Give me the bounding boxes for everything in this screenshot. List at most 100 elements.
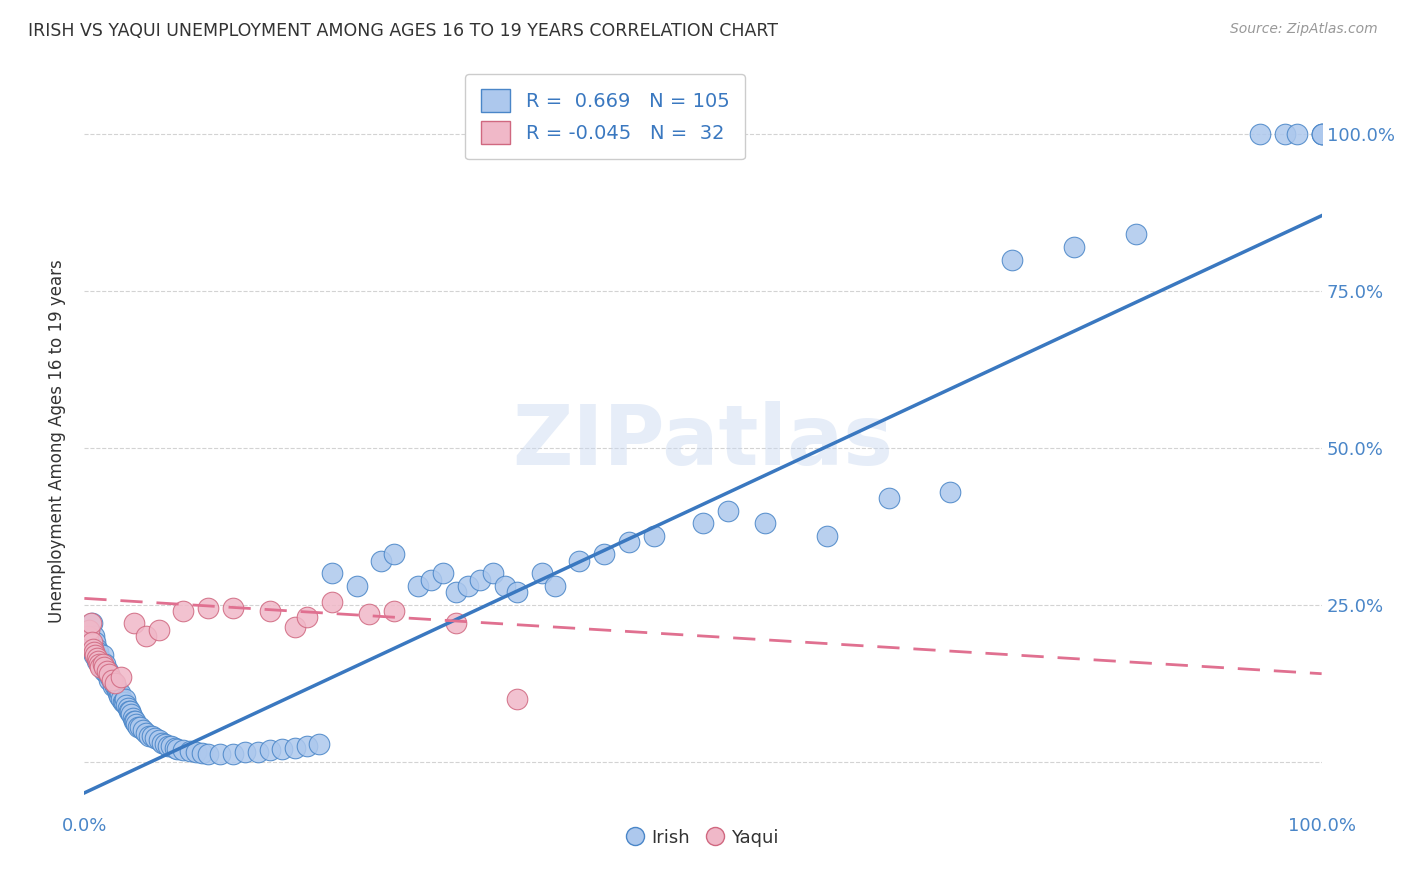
Text: Source: ZipAtlas.com: Source: ZipAtlas.com <box>1230 22 1378 37</box>
Point <box>127 720 149 734</box>
Legend: Irish, Yaqui: Irish, Yaqui <box>620 821 786 855</box>
Point <box>98 670 121 684</box>
Text: ZIPatlas: ZIPatlas <box>513 401 893 482</box>
Point <box>118 704 141 718</box>
Point <box>754 516 776 530</box>
Point <box>717 503 740 517</box>
Point <box>271 742 294 756</box>
Point <box>77 629 100 643</box>
Point <box>457 579 479 593</box>
Point <box>83 648 105 662</box>
Point <box>1274 127 1296 141</box>
Point <box>89 657 111 672</box>
Point <box>129 720 152 734</box>
Point <box>125 717 148 731</box>
Point <box>543 579 565 593</box>
Point <box>89 657 111 672</box>
Point <box>1310 127 1333 141</box>
Point <box>444 585 467 599</box>
Point <box>568 554 591 568</box>
Point <box>135 629 157 643</box>
Point <box>110 670 132 684</box>
Point <box>444 616 467 631</box>
Point <box>382 548 405 562</box>
Point <box>197 600 219 615</box>
Point <box>91 657 114 672</box>
Y-axis label: Unemployment Among Ages 16 to 19 years: Unemployment Among Ages 16 to 19 years <box>48 260 66 624</box>
Point <box>100 673 122 687</box>
Point <box>370 554 392 568</box>
Point <box>122 616 145 631</box>
Point <box>939 484 962 499</box>
Point <box>79 635 101 649</box>
Point <box>295 610 318 624</box>
Point <box>531 566 554 581</box>
Point <box>143 731 166 745</box>
Point <box>93 664 115 678</box>
Point <box>114 691 136 706</box>
Point <box>83 629 105 643</box>
Text: IRISH VS YAQUI UNEMPLOYMENT AMONG AGES 16 TO 19 YEARS CORRELATION CHART: IRISH VS YAQUI UNEMPLOYMENT AMONG AGES 1… <box>28 22 778 40</box>
Point <box>122 714 145 728</box>
Point <box>643 529 665 543</box>
Point <box>321 566 343 581</box>
Point <box>1285 127 1308 141</box>
Point <box>86 654 108 668</box>
Point <box>382 604 405 618</box>
Point <box>110 691 132 706</box>
Point <box>82 641 104 656</box>
Point <box>308 737 330 751</box>
Point <box>82 641 104 656</box>
Point <box>222 747 245 761</box>
Point <box>346 579 368 593</box>
Point <box>131 723 153 738</box>
Point <box>321 594 343 608</box>
Point <box>157 739 180 753</box>
Point <box>94 657 117 672</box>
Point <box>89 651 111 665</box>
Point <box>100 673 122 687</box>
Point <box>295 739 318 753</box>
Point <box>83 645 105 659</box>
Point <box>506 691 529 706</box>
Point <box>470 573 492 587</box>
Point <box>105 682 128 697</box>
Point <box>79 616 101 631</box>
Point <box>1125 227 1147 242</box>
Point <box>111 695 134 709</box>
Point <box>166 742 188 756</box>
Point <box>233 745 256 759</box>
Point <box>98 673 121 687</box>
Point <box>115 698 138 712</box>
Point <box>121 710 143 724</box>
Point <box>160 739 183 753</box>
Point <box>104 679 127 693</box>
Point <box>120 704 142 718</box>
Point <box>494 579 516 593</box>
Point <box>90 654 112 668</box>
Point <box>692 516 714 530</box>
Point <box>93 660 115 674</box>
Point <box>506 585 529 599</box>
Point <box>179 744 201 758</box>
Point <box>593 548 616 562</box>
Point <box>1063 240 1085 254</box>
Point <box>120 707 142 722</box>
Point <box>153 737 176 751</box>
Point <box>107 685 129 699</box>
Point <box>408 579 430 593</box>
Point <box>150 736 173 750</box>
Point <box>108 689 131 703</box>
Point <box>259 743 281 757</box>
Point <box>284 740 307 755</box>
Point <box>101 679 124 693</box>
Point <box>172 604 194 618</box>
Point <box>357 607 380 621</box>
Point <box>138 730 160 744</box>
Point <box>1310 127 1333 141</box>
Point <box>104 676 127 690</box>
Point <box>79 623 101 637</box>
Point <box>86 641 108 656</box>
Point <box>419 573 441 587</box>
Point <box>184 745 207 759</box>
